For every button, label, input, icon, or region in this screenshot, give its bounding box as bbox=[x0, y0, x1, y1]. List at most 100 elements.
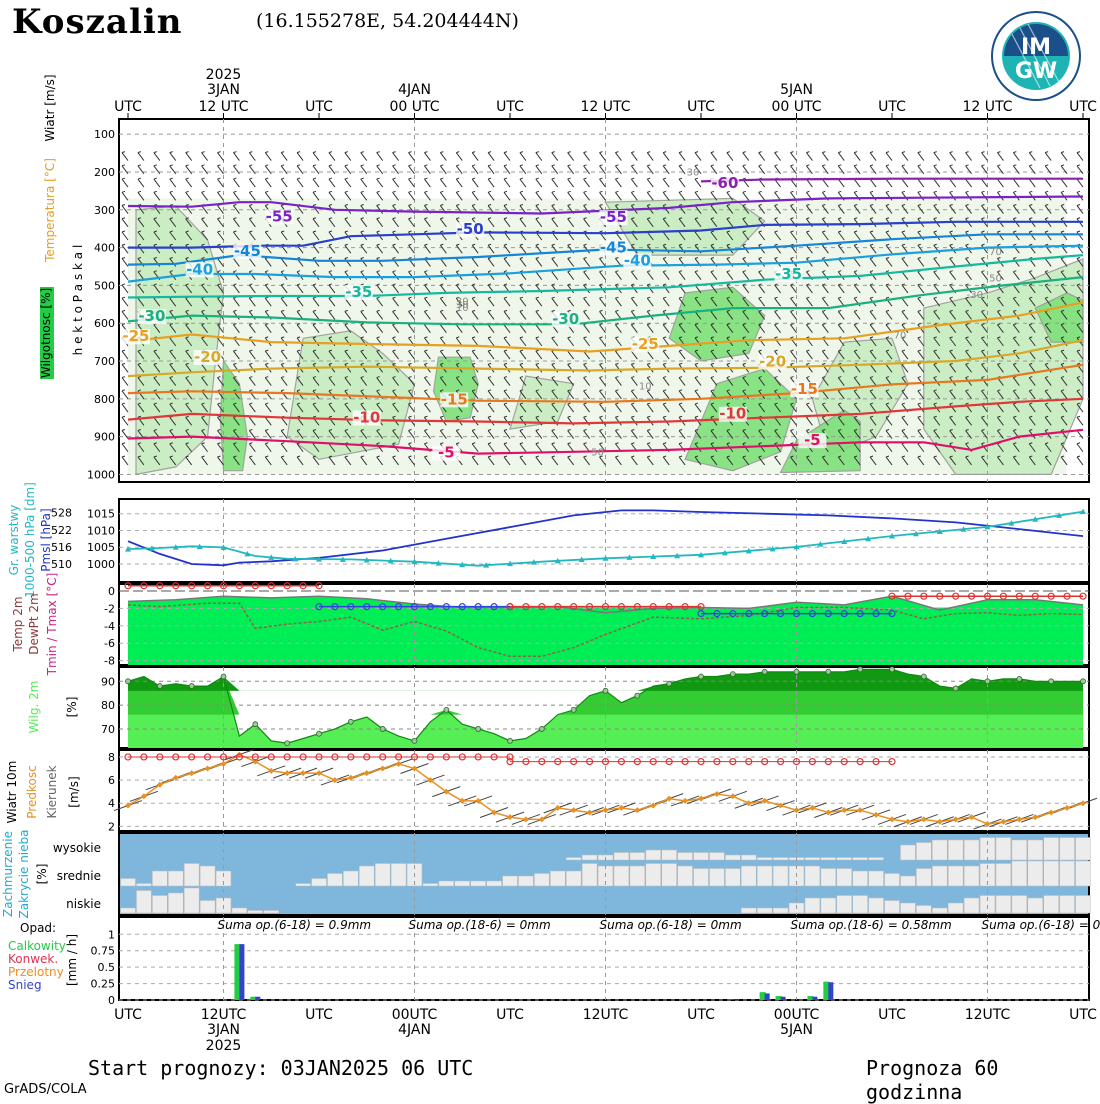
humidity-contour-label: 10 bbox=[639, 381, 652, 392]
cloud-bar-mid bbox=[853, 871, 868, 886]
bottom-time-label: UTC bbox=[496, 1007, 524, 1023]
precip-snow-bar bbox=[733, 999, 738, 1000]
cloud-bar-mid bbox=[1076, 861, 1091, 886]
top-time-label: 12 UTC bbox=[198, 99, 248, 115]
isotherm-label: -40 bbox=[624, 252, 651, 270]
cloud-level-label: srednie bbox=[57, 869, 101, 883]
cloud-bar-mid bbox=[487, 881, 502, 886]
cloud-bar-low bbox=[200, 901, 215, 914]
wind-unit-label: [m/s] bbox=[67, 776, 81, 807]
speed-point bbox=[857, 807, 863, 813]
cloud-bar-low bbox=[869, 898, 884, 913]
humidity-contour-label: 70 bbox=[989, 247, 1002, 258]
rh-point bbox=[221, 674, 226, 679]
cloud-bar-mid bbox=[503, 876, 518, 886]
wind-dir-label: Kierunek bbox=[45, 765, 59, 818]
rh-point bbox=[1049, 679, 1054, 684]
isotherm-label: -30 bbox=[552, 310, 579, 328]
pressure-tick-label: 1000 bbox=[87, 468, 115, 481]
cloud-bar-mid bbox=[694, 869, 709, 887]
isotherm-label: -55 bbox=[600, 208, 627, 226]
cloud-bar-high bbox=[996, 838, 1011, 861]
wind-tick-label: 8 bbox=[108, 751, 115, 764]
speed-point bbox=[507, 814, 513, 820]
grads-credit: GrADS/COLA bbox=[4, 1082, 87, 1097]
cloud-bar-high bbox=[678, 853, 693, 861]
pressure-tick-label: 400 bbox=[94, 242, 115, 255]
isotherm-label: -20 bbox=[194, 348, 221, 366]
isotherm-label: -30 bbox=[138, 307, 165, 325]
prec-tick-label: 0 bbox=[108, 994, 115, 1007]
cloud-bar-mid bbox=[996, 864, 1011, 887]
rh-point bbox=[253, 722, 258, 727]
isotherm-label: -15 bbox=[791, 380, 818, 398]
rh-point bbox=[1017, 676, 1022, 681]
humidity-contour-label: 10 bbox=[456, 303, 469, 314]
precip-unit-label: [mm / h] bbox=[65, 934, 79, 986]
cloud-bar-mid bbox=[391, 864, 406, 887]
prec-tick-label: 0.5 bbox=[98, 961, 116, 974]
temp-tick-label: -8 bbox=[104, 655, 115, 668]
cloud-bar-low bbox=[948, 903, 963, 913]
isotherm-label: -20 bbox=[759, 353, 786, 371]
cloud-bar-mid bbox=[741, 866, 756, 886]
temp-tick-label: -4 bbox=[104, 620, 115, 633]
pmsl-label: Pmsl [hPa] bbox=[39, 508, 53, 571]
rh-point bbox=[635, 693, 640, 698]
rh-point bbox=[667, 681, 672, 686]
temp2m-label: Temp 2m bbox=[11, 596, 25, 652]
rh-point bbox=[380, 726, 385, 731]
isotherm-label: -25 bbox=[632, 335, 659, 353]
cloud-bar-low bbox=[900, 903, 915, 913]
thickness-tick-label: 516 bbox=[51, 541, 72, 554]
isotherm-label: -40 bbox=[186, 260, 213, 278]
precip-snow-bar bbox=[828, 982, 833, 1000]
cloud-bar-mid bbox=[837, 869, 852, 887]
cloud-bar-high bbox=[916, 843, 931, 861]
cloud-bar-high bbox=[709, 853, 724, 861]
speed-point bbox=[316, 770, 322, 776]
cloud-bar-low bbox=[184, 888, 199, 913]
cloud-bar-mid bbox=[1060, 861, 1075, 886]
top-time-label: 12 UTC bbox=[962, 99, 1012, 115]
pressure-tick-label: 800 bbox=[94, 393, 115, 406]
cloud-bar-mid bbox=[455, 881, 470, 886]
cloud-bar-mid bbox=[184, 864, 199, 887]
rh-point bbox=[762, 669, 767, 674]
isotherm-label: -10 bbox=[353, 409, 380, 427]
cloud-bar-low bbox=[1028, 898, 1043, 913]
top-time-label: 00 UTC bbox=[771, 99, 821, 115]
isotherm-label: -60 bbox=[711, 174, 738, 192]
cloud-bar-low bbox=[853, 896, 868, 914]
precip-snow-bar bbox=[239, 944, 244, 1000]
rh-point bbox=[730, 672, 735, 677]
prec-tick-label: 0.75 bbox=[91, 945, 116, 958]
pmsl-tick-label: 1005 bbox=[87, 541, 115, 554]
cloud-bar-mid bbox=[630, 866, 645, 886]
cloud-bar-mid bbox=[885, 874, 900, 887]
cloud-bar-low bbox=[1012, 896, 1027, 914]
top-time-label: UTC bbox=[878, 99, 906, 115]
pmsl-tick-label: 1010 bbox=[87, 524, 115, 537]
cloud-bar-high bbox=[900, 845, 915, 860]
cloud-bar-high bbox=[821, 858, 836, 861]
cloud-bar-low bbox=[232, 908, 247, 913]
upper-air-panel: 1002003004005006007008009001000-60-55-55… bbox=[71, 119, 1089, 482]
isotherm-label: -50 bbox=[457, 220, 484, 238]
cloud-bar-low bbox=[837, 896, 852, 914]
speed-point bbox=[634, 807, 640, 813]
wind10-label: Wiatr 10m bbox=[5, 761, 19, 824]
cloud-bar-mid bbox=[168, 871, 183, 886]
cloud-bar-high bbox=[646, 850, 661, 860]
top-day-label: 3JAN bbox=[207, 82, 240, 98]
isotherm-label: -10 bbox=[719, 405, 746, 423]
cloud-label: Zachmurzenie bbox=[1, 831, 15, 917]
rh-point bbox=[476, 726, 481, 731]
upper-ylabel: h e k t o P a s k a l bbox=[71, 245, 85, 356]
cloud-bar-low bbox=[1044, 896, 1059, 914]
precip-legend-conv: Konwek. bbox=[8, 952, 58, 966]
cloud-level-label: niskie bbox=[66, 897, 101, 911]
